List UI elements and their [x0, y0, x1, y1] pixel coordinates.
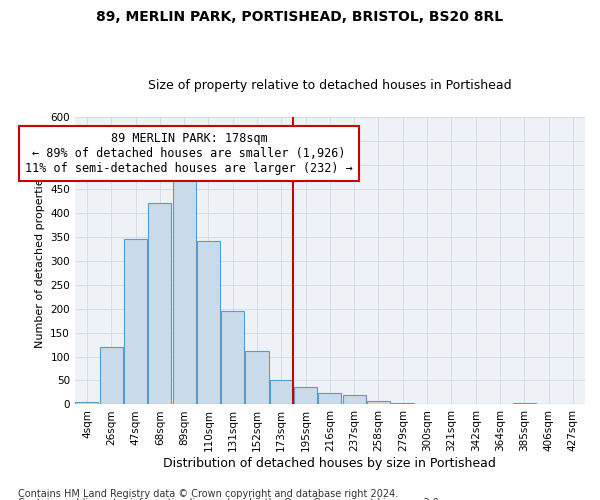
Bar: [270, 380, 293, 404]
Text: 89, MERLIN PARK, PORTISHEAD, BRISTOL, BS20 8RL: 89, MERLIN PARK, PORTISHEAD, BRISTOL, BS…: [97, 10, 503, 24]
Text: Contains HM Land Registry data © Crown copyright and database right 2024.: Contains HM Land Registry data © Crown c…: [18, 489, 398, 499]
Text: Contains public sector information licensed under the Open Government Licence v3: Contains public sector information licen…: [18, 498, 442, 500]
Bar: [245, 351, 269, 405]
Title: Size of property relative to detached houses in Portishead: Size of property relative to detached ho…: [148, 79, 512, 92]
X-axis label: Distribution of detached houses by size in Portishead: Distribution of detached houses by size …: [163, 457, 496, 470]
Bar: [319, 393, 341, 404]
Bar: [294, 387, 317, 404]
Bar: [221, 311, 244, 404]
Bar: [148, 203, 172, 404]
Bar: [197, 242, 220, 404]
Text: 89 MERLIN PARK: 178sqm
← 89% of detached houses are smaller (1,926)
11% of semi-: 89 MERLIN PARK: 178sqm ← 89% of detached…: [25, 132, 353, 175]
Bar: [513, 403, 536, 404]
Bar: [343, 396, 366, 404]
Bar: [100, 347, 123, 405]
Bar: [124, 239, 147, 404]
Bar: [367, 400, 390, 404]
Bar: [173, 172, 196, 404]
Bar: [76, 402, 98, 404]
Y-axis label: Number of detached properties: Number of detached properties: [35, 173, 44, 348]
